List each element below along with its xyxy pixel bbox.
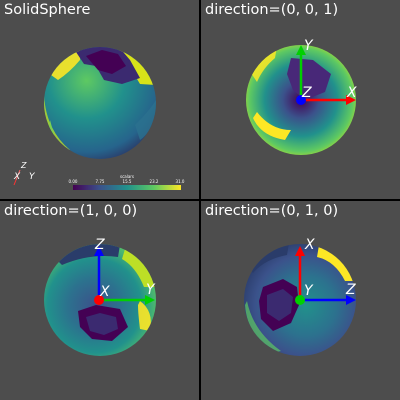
x-axis-arrowhead bbox=[295, 246, 305, 256]
sphere-mesh bbox=[44, 47, 156, 159]
orientation-label-y: Y bbox=[29, 172, 36, 182]
orientation-label-z: Z bbox=[20, 161, 27, 170]
axis-label-right: Z bbox=[345, 282, 356, 298]
z-axis-arrowhead bbox=[94, 246, 104, 256]
viewport-2-canvas: Z Y X bbox=[44, 237, 156, 356]
viewport-0-canvas: Z X Y scalars 0.00 7.75 15.5 23.2 31.0 bbox=[13, 47, 185, 190]
orientation-axes-widget: Z X Y bbox=[13, 161, 36, 186]
panel-title: direction=(1, 0, 0) bbox=[4, 203, 138, 219]
y-axis-arrowhead bbox=[145, 295, 155, 305]
viewport-direction-z[interactable]: Y X Z direction=(0, 0, 1) bbox=[201, 0, 400, 199]
x-axis-dot bbox=[94, 295, 104, 305]
panel-title: SolidSphere bbox=[4, 2, 91, 18]
z-axis-dot bbox=[296, 95, 306, 105]
z-axis-arrowhead bbox=[346, 295, 356, 305]
axes-glyph: Z Y X bbox=[94, 237, 156, 305]
viewport-direction-x[interactable]: Z Y X direction=(1, 0, 0) bbox=[0, 201, 199, 400]
axis-label-right: Y bbox=[146, 282, 156, 298]
axis-label-right: X bbox=[346, 85, 357, 101]
viewport-solid-sphere[interactable]: Z X Y scalars 0.00 7.75 15.5 23.2 31.0 S… bbox=[0, 0, 199, 199]
axes-glyph: X Z Y bbox=[295, 237, 356, 305]
axis-label-up: Z bbox=[94, 237, 105, 253]
axis-label-center: X bbox=[99, 284, 110, 300]
axis-label-center: Z bbox=[301, 85, 312, 101]
scalar-bar-tick: 31.0 bbox=[176, 179, 185, 184]
panel-title: direction=(0, 1, 0) bbox=[205, 203, 339, 219]
axis-label-center: Y bbox=[304, 283, 314, 299]
orientation-label-x: X bbox=[13, 172, 21, 182]
scalar-bar-title: scalars bbox=[120, 174, 134, 179]
axis-label-up: Y bbox=[304, 38, 314, 54]
y-axis-dot bbox=[295, 295, 305, 305]
viewport-direction-y[interactable]: X Z Y direction=(0, 1, 0) bbox=[201, 201, 400, 400]
viewport-3-canvas: X Z Y bbox=[244, 237, 356, 356]
scalar-bar-tick: 0.00 bbox=[69, 179, 78, 184]
x-axis-arrowhead bbox=[346, 95, 356, 105]
viewport-1-canvas: Y X Z bbox=[246, 38, 357, 155]
axes-glyph: Y X Z bbox=[296, 38, 357, 105]
axis-label-up: X bbox=[304, 237, 315, 253]
scalar-bar: scalars 0.00 7.75 15.5 23.2 31.0 bbox=[69, 174, 185, 190]
panel-title: direction=(0, 0, 1) bbox=[205, 2, 339, 18]
scalar-bar-tick: 15.5 bbox=[123, 179, 132, 184]
scalar-bar-tick: 7.75 bbox=[96, 179, 105, 184]
y-axis-arrowhead bbox=[296, 45, 306, 55]
scalar-bar-gradient bbox=[73, 185, 181, 190]
scalar-bar-tick: 23.2 bbox=[150, 179, 159, 184]
